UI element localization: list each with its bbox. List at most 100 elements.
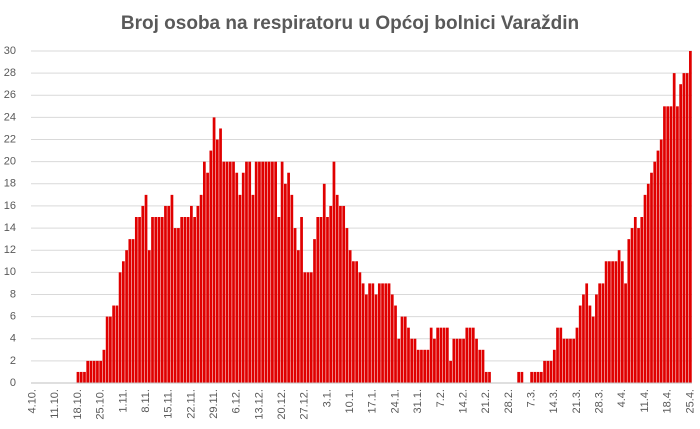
bar <box>222 161 226 383</box>
x-tick-label: 14.2. <box>457 389 469 413</box>
y-tick-label: 28 <box>4 67 16 79</box>
x-tick-label: 21.2. <box>480 389 492 413</box>
bar <box>546 360 550 383</box>
bar <box>484 371 488 383</box>
bar <box>76 371 80 383</box>
bar <box>355 261 359 383</box>
bar <box>578 305 582 383</box>
bar <box>689 51 692 383</box>
bar <box>157 217 161 383</box>
bar <box>361 283 365 383</box>
bar <box>309 272 313 383</box>
bar <box>261 161 265 383</box>
bar <box>228 161 232 383</box>
bar <box>329 205 333 383</box>
bar <box>280 161 284 383</box>
x-tick-label: 4.4. <box>616 389 628 407</box>
bar <box>659 139 663 383</box>
x-tick-label: 7.3. <box>526 389 538 407</box>
bar <box>549 360 553 383</box>
bar <box>138 217 141 383</box>
bar <box>342 205 346 383</box>
bar <box>209 150 213 383</box>
x-tick-label: 10.1. <box>344 389 356 413</box>
x-tick-label: 24.1. <box>389 389 401 413</box>
x-tick-label: 25.10. <box>95 389 107 420</box>
bar <box>446 327 449 383</box>
bar <box>471 327 475 383</box>
bar <box>679 84 683 383</box>
x-tick-label: 11.4. <box>639 389 651 413</box>
bar <box>666 106 670 383</box>
bar <box>423 349 427 383</box>
bar <box>232 161 235 383</box>
bar <box>251 194 255 383</box>
bar <box>420 349 423 383</box>
bar <box>274 161 277 383</box>
bar <box>326 217 329 383</box>
bar <box>478 349 482 383</box>
x-tick-label: 28.3. <box>594 389 606 413</box>
bar <box>296 250 300 383</box>
bar <box>322 183 326 383</box>
bar <box>559 327 563 383</box>
bar <box>653 161 657 383</box>
bar <box>416 349 420 383</box>
bar <box>569 338 572 383</box>
bar <box>637 228 640 383</box>
bar <box>141 205 145 383</box>
y-tick-label: 24 <box>4 111 16 123</box>
bar <box>235 172 239 383</box>
y-tick-label: 16 <box>4 200 16 212</box>
bar <box>368 283 371 383</box>
bar <box>387 283 391 383</box>
bar <box>105 316 109 383</box>
bar <box>180 217 184 383</box>
x-tick-label: 6.12. <box>231 389 243 413</box>
bar <box>352 261 355 383</box>
x-tick-label: 18.4. <box>662 389 674 413</box>
bar <box>562 338 566 383</box>
bar <box>241 172 245 383</box>
bar <box>488 371 491 383</box>
y-tick-label: 10 <box>4 266 16 278</box>
bar <box>403 316 407 383</box>
bar <box>245 161 248 383</box>
bar <box>556 327 559 383</box>
bar <box>264 161 268 383</box>
x-tick-label: 29.11. <box>208 389 220 419</box>
x-tick-label: 3.1. <box>321 389 333 407</box>
bar <box>335 194 339 383</box>
bar <box>669 106 673 383</box>
bar <box>643 194 647 383</box>
bar <box>520 371 524 383</box>
bar <box>627 239 631 383</box>
bar <box>475 338 478 383</box>
bar <box>468 327 472 383</box>
x-tick-label: 20.12. <box>276 389 288 420</box>
bar <box>436 327 440 383</box>
bar <box>173 228 177 383</box>
x-tick-label: 8.11. <box>140 389 152 413</box>
bar <box>650 172 653 383</box>
bar <box>426 349 430 383</box>
bar <box>663 106 666 383</box>
bar <box>348 250 352 383</box>
x-tick-label: 21.3. <box>571 389 583 413</box>
bar <box>543 360 546 383</box>
bar <box>617 250 621 383</box>
bar <box>115 305 119 383</box>
bar <box>588 305 592 383</box>
bar <box>439 327 443 383</box>
bar <box>620 261 624 383</box>
bar <box>465 327 469 383</box>
bar <box>390 294 394 383</box>
bar <box>381 283 384 383</box>
bar <box>177 228 180 383</box>
bar <box>614 261 618 383</box>
bar <box>196 205 200 383</box>
bar <box>481 349 485 383</box>
bar <box>539 371 543 383</box>
bar <box>160 217 164 383</box>
